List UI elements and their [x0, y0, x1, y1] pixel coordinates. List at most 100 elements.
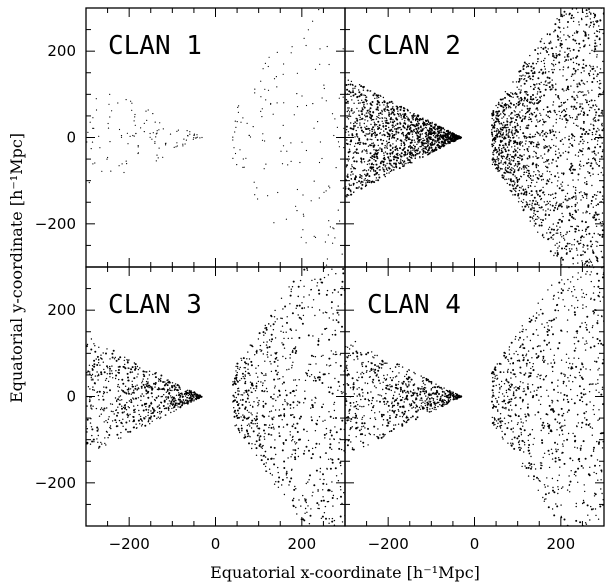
data-point [322, 403, 324, 405]
data-point [260, 459, 263, 462]
data-point [422, 123, 425, 126]
data-point [367, 169, 370, 171]
data-point [549, 231, 552, 234]
data-point [341, 502, 343, 505]
data-point [595, 35, 597, 37]
data-point [404, 151, 407, 154]
data-point [399, 162, 402, 164]
data-point [549, 81, 551, 83]
data-point [94, 345, 96, 347]
data-point [262, 331, 265, 334]
data-point [393, 134, 395, 136]
data-point [281, 419, 283, 421]
data-point [134, 113, 136, 116]
data-point [538, 195, 541, 198]
data-point [519, 128, 522, 131]
data-point [237, 404, 239, 406]
data-point [510, 117, 513, 120]
data-point [135, 423, 137, 425]
data-point [151, 138, 153, 140]
data-point [167, 403, 169, 405]
data-point [372, 166, 374, 169]
data-point [269, 360, 271, 363]
data-point [136, 389, 138, 391]
data-point [542, 118, 544, 121]
data-point [410, 121, 413, 124]
data-point [241, 394, 244, 396]
data-point [538, 120, 541, 123]
data-point [559, 154, 562, 157]
data-point [507, 134, 509, 136]
data-point [536, 215, 539, 218]
data-point [581, 138, 584, 141]
data-point [541, 72, 544, 75]
data-point [92, 117, 94, 119]
data-point [319, 48, 321, 50]
data-point [167, 381, 170, 384]
data-point [258, 403, 260, 405]
data-point [429, 124, 432, 127]
data-point [242, 166, 244, 168]
data-point [307, 481, 309, 483]
data-point [350, 171, 353, 173]
data-point [572, 168, 575, 171]
data-point [579, 90, 581, 93]
data-point [199, 396, 201, 398]
data-point [431, 149, 434, 151]
data-point [291, 46, 293, 48]
data-point [347, 155, 350, 158]
data-point [538, 204, 540, 206]
data-point [540, 155, 542, 157]
data-point [504, 169, 507, 171]
data-point [332, 353, 335, 355]
data-point [528, 62, 530, 65]
data-point [562, 201, 564, 203]
data-point [519, 148, 521, 151]
data-point [375, 163, 378, 166]
data-point [317, 338, 320, 340]
data-point [104, 379, 107, 381]
data-point [192, 138, 194, 140]
data-point [523, 82, 526, 85]
data-point [327, 274, 330, 276]
data-point [351, 108, 353, 110]
data-point [571, 172, 574, 175]
data-point [281, 163, 284, 165]
data-point [589, 106, 591, 109]
data-point [531, 135, 534, 138]
data-point [572, 217, 575, 220]
data-point [170, 397, 172, 399]
data-point [566, 99, 569, 101]
data-point [283, 443, 285, 445]
data-point [563, 34, 565, 36]
data-point [499, 104, 502, 107]
data-point [364, 116, 367, 118]
data-point [135, 132, 137, 135]
data-point [345, 99, 348, 101]
data-point [147, 381, 149, 383]
data-point [359, 176, 361, 179]
data-point [546, 170, 548, 172]
data-point [602, 92, 604, 94]
data-point [510, 107, 512, 109]
data-point [279, 136, 281, 139]
data-point [273, 446, 276, 449]
data-point [96, 355, 99, 358]
data-point [334, 237, 336, 239]
data-point [282, 403, 284, 406]
data-point [561, 138, 563, 141]
data-point [262, 400, 264, 403]
data-point [389, 144, 392, 147]
data-point [530, 141, 533, 144]
data-point [537, 109, 539, 111]
data-point [119, 356, 122, 359]
data-point [501, 126, 503, 129]
data-point [407, 145, 410, 148]
data-point [544, 46, 547, 49]
data-point [545, 210, 547, 212]
data-point [353, 125, 355, 127]
data-point [497, 166, 500, 169]
data-point [542, 47, 544, 50]
data-point [251, 414, 253, 416]
data-point [169, 387, 171, 389]
